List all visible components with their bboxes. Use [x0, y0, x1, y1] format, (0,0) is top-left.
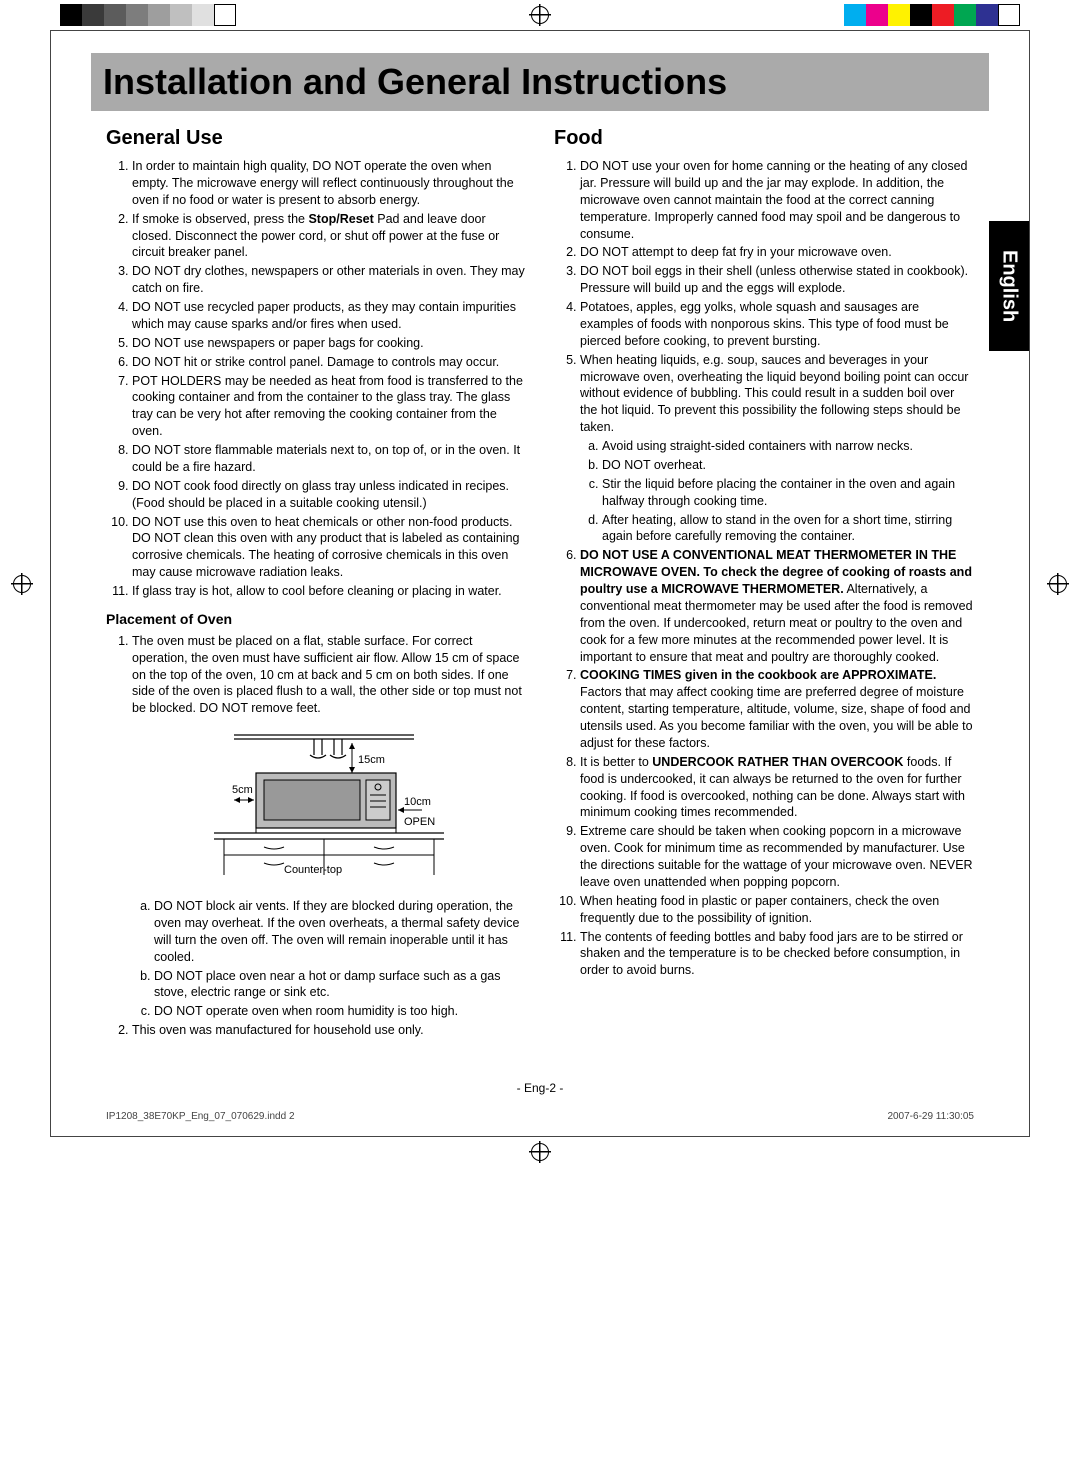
list-item: DO NOT boil eggs in their shell (unless … — [580, 263, 974, 297]
list-item: COOKING TIMES given in the cookbook are … — [580, 667, 974, 751]
subsection-heading: Placement of Oven — [106, 610, 526, 629]
list-item: The contents of feeding bottles and baby… — [580, 929, 974, 980]
list-item: DO NOT dry clothes, newspapers or other … — [132, 263, 526, 297]
svg-text:10cm: 10cm — [404, 796, 431, 808]
list-item: DO NOT use this oven to heat chemicals o… — [132, 514, 526, 582]
list-item: Potatoes, apples, egg yolks, whole squas… — [580, 299, 974, 350]
registration-top — [0, 0, 1080, 30]
crosshair-icon — [529, 4, 551, 26]
crosshair-icon — [529, 1141, 551, 1163]
language-tab: English — [989, 221, 1029, 351]
list-item: In order to maintain high quality, DO NO… — [132, 158, 526, 209]
list-item: DO NOT operate oven when room humidity i… — [154, 1003, 526, 1020]
crosshair-icon — [1047, 573, 1069, 595]
list-item: DO NOT hit or strike control panel. Dama… — [132, 354, 526, 371]
registration-bottom — [0, 1137, 1080, 1167]
food-list: DO NOT use your oven for home canning or… — [554, 158, 974, 979]
crosshair-icon — [11, 573, 33, 595]
list-item: DO NOT store flammable materials next to… — [132, 442, 526, 476]
footer-meta: IP1208_38E70KP_Eng_07_070629.indd 2 2007… — [51, 1105, 1029, 1136]
list-item: DO NOT use recycled paper products, as t… — [132, 299, 526, 333]
footer-date: 2007-6-29 11:30:05 — [887, 1111, 974, 1122]
page-number: - Eng-2 - — [51, 1061, 1029, 1105]
list-item: DO NOT attempt to deep fat fry in your m… — [580, 244, 974, 261]
list-item: It is better to UNDERCOOK RATHER THAN OV… — [580, 754, 974, 822]
food-sublist: Avoid using straight-sided containers wi… — [580, 438, 974, 545]
list-item: DO NOT use newspapers or paper bags for … — [132, 335, 526, 352]
oven-diagram: 15cm — [194, 725, 464, 890]
list-item: When heating food in plastic or paper co… — [580, 893, 974, 927]
color-bars — [844, 4, 1020, 26]
list-item: DO NOT block air vents. If they are bloc… — [154, 898, 526, 966]
list-item: POT HOLDERS may be needed as heat from f… — [132, 373, 526, 441]
list-item: This oven was manufactured for household… — [132, 1022, 526, 1039]
list-item: If smoke is observed, press the Stop/Res… — [132, 211, 526, 262]
placement-sublist: DO NOT block air vents. If they are bloc… — [132, 898, 526, 1020]
list-item: Extreme care should be taken when cookin… — [580, 823, 974, 891]
list-item: DO NOT USE A CONVENTIONAL MEAT THERMOMET… — [580, 547, 974, 665]
footer-file: IP1208_38E70KP_Eng_07_070629.indd 2 — [106, 1111, 295, 1122]
svg-text:5cm: 5cm — [232, 784, 253, 796]
svg-text:Counter-top: Counter-top — [284, 864, 342, 876]
page-title: Installation and General Instructions — [103, 61, 977, 103]
content-columns: General Use In order to maintain high qu… — [51, 111, 1029, 1061]
svg-text:OPEN: OPEN — [404, 816, 435, 828]
left-column: General Use In order to maintain high qu… — [106, 125, 526, 1041]
list-item: DO NOT cook food directly on glass tray … — [132, 478, 526, 512]
list-item: DO NOT place oven near a hot or damp sur… — [154, 968, 526, 1002]
section-heading: General Use — [106, 125, 526, 152]
page-frame: Installation and General Instructions En… — [50, 30, 1030, 1137]
list-item: If glass tray is hot, allow to cool befo… — [132, 583, 526, 600]
text: The oven must be placed on a flat, stabl… — [132, 634, 522, 716]
list-item: After heating, allow to stand in the ove… — [602, 512, 974, 546]
right-column: Food DO NOT use your oven for home canni… — [554, 125, 974, 1041]
list-item: When heating liquids, e.g. soup, sauces … — [580, 352, 974, 546]
title-bar: Installation and General Instructions — [91, 53, 989, 111]
diagram-label: 15cm — [358, 754, 385, 766]
list-item: Avoid using straight-sided containers wi… — [602, 438, 974, 455]
list-item: Stir the liquid before placing the conta… — [602, 476, 974, 510]
list-item: The oven must be placed on a flat, stabl… — [132, 633, 526, 1020]
gray-bars — [60, 4, 236, 26]
language-label: English — [998, 250, 1021, 322]
section-heading: Food — [554, 125, 974, 152]
general-use-list: In order to maintain high quality, DO NO… — [106, 158, 526, 600]
list-item: DO NOT overheat. — [602, 457, 974, 474]
placement-list: The oven must be placed on a flat, stabl… — [106, 633, 526, 1039]
list-item: DO NOT use your oven for home canning or… — [580, 158, 974, 242]
